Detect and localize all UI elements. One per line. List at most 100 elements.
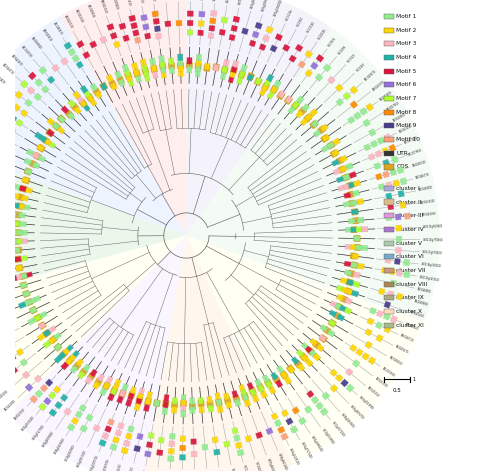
- Polygon shape: [110, 32, 118, 40]
- Polygon shape: [206, 396, 212, 403]
- FancyBboxPatch shape: [384, 200, 394, 205]
- Polygon shape: [335, 84, 344, 92]
- Polygon shape: [344, 270, 352, 276]
- Polygon shape: [346, 288, 354, 295]
- Polygon shape: [242, 394, 249, 402]
- Polygon shape: [68, 99, 76, 108]
- Polygon shape: [304, 50, 313, 58]
- Polygon shape: [390, 169, 397, 176]
- Polygon shape: [46, 118, 55, 126]
- Polygon shape: [168, 455, 174, 462]
- Polygon shape: [348, 116, 355, 124]
- Polygon shape: [375, 321, 383, 329]
- Polygon shape: [0, 106, 5, 114]
- Text: AT2G22840: AT2G22840: [4, 398, 18, 412]
- Polygon shape: [327, 329, 336, 337]
- Polygon shape: [108, 418, 114, 426]
- Polygon shape: [28, 72, 36, 80]
- Text: Os04g0658800: Os04g0658800: [42, 430, 56, 448]
- Polygon shape: [378, 183, 385, 190]
- Polygon shape: [190, 407, 196, 414]
- Polygon shape: [34, 132, 43, 140]
- Polygon shape: [304, 114, 312, 122]
- Polygon shape: [72, 55, 80, 62]
- Polygon shape: [276, 365, 284, 374]
- Polygon shape: [242, 28, 248, 35]
- Polygon shape: [187, 66, 192, 73]
- Polygon shape: [66, 111, 74, 118]
- Polygon shape: [259, 43, 266, 51]
- Text: AT5G15010: AT5G15010: [366, 386, 380, 398]
- Polygon shape: [277, 92, 284, 99]
- Polygon shape: [130, 22, 138, 29]
- Polygon shape: [354, 236, 360, 241]
- Polygon shape: [28, 317, 36, 325]
- Polygon shape: [5, 230, 12, 235]
- Text: Os10g0539900: Os10g0539900: [320, 428, 334, 446]
- Polygon shape: [48, 391, 56, 399]
- Polygon shape: [288, 55, 296, 63]
- Text: AT1G80670: AT1G80670: [52, 22, 62, 36]
- Text: cluster I: cluster I: [396, 186, 420, 191]
- Polygon shape: [356, 198, 364, 205]
- Polygon shape: [30, 161, 37, 168]
- Polygon shape: [16, 239, 22, 244]
- FancyBboxPatch shape: [384, 241, 394, 246]
- Polygon shape: [250, 388, 256, 396]
- Polygon shape: [144, 404, 150, 412]
- Polygon shape: [280, 433, 288, 440]
- Polygon shape: [135, 75, 142, 83]
- Polygon shape: [400, 178, 407, 185]
- Polygon shape: [350, 344, 357, 352]
- Polygon shape: [214, 392, 220, 400]
- Polygon shape: [305, 358, 314, 367]
- Polygon shape: [326, 141, 335, 149]
- Polygon shape: [336, 157, 344, 164]
- Polygon shape: [67, 112, 75, 120]
- Polygon shape: [386, 193, 392, 200]
- Text: AT1G29370: AT1G29370: [364, 69, 378, 82]
- Polygon shape: [170, 433, 175, 439]
- Polygon shape: [353, 272, 360, 278]
- Polygon shape: [336, 294, 344, 301]
- Polygon shape: [42, 341, 51, 349]
- Polygon shape: [181, 400, 186, 406]
- Polygon shape: [353, 218, 359, 224]
- Polygon shape: [64, 358, 72, 366]
- Polygon shape: [300, 118, 308, 126]
- Polygon shape: [38, 155, 46, 162]
- FancyBboxPatch shape: [384, 110, 394, 115]
- Polygon shape: [109, 81, 116, 88]
- Text: Os0116g330100: Os0116g330100: [421, 262, 442, 269]
- Polygon shape: [14, 256, 22, 262]
- Polygon shape: [376, 334, 384, 342]
- Text: Motif 7: Motif 7: [396, 96, 417, 101]
- Text: AT5G56710: AT5G56710: [400, 333, 415, 343]
- FancyBboxPatch shape: [384, 186, 394, 191]
- Polygon shape: [133, 69, 140, 76]
- FancyBboxPatch shape: [384, 69, 394, 74]
- Text: Os12g0172900: Os12g0172900: [330, 421, 345, 438]
- Wedge shape: [60, 0, 186, 236]
- Text: cluster X: cluster X: [396, 309, 422, 314]
- Polygon shape: [148, 432, 154, 439]
- Polygon shape: [14, 248, 20, 253]
- Polygon shape: [272, 375, 280, 383]
- Polygon shape: [292, 406, 300, 414]
- FancyBboxPatch shape: [384, 28, 394, 33]
- Polygon shape: [345, 368, 354, 376]
- Polygon shape: [97, 374, 105, 382]
- Polygon shape: [354, 112, 362, 120]
- Polygon shape: [345, 227, 352, 232]
- Polygon shape: [350, 244, 357, 250]
- Text: Os05g0518900: Os05g0518900: [358, 396, 374, 411]
- Text: UTR: UTR: [396, 151, 408, 156]
- Polygon shape: [118, 422, 124, 430]
- Polygon shape: [348, 270, 354, 277]
- Polygon shape: [48, 409, 57, 417]
- Polygon shape: [172, 406, 177, 413]
- Polygon shape: [54, 355, 62, 364]
- Polygon shape: [128, 15, 136, 22]
- Polygon shape: [328, 319, 336, 327]
- Polygon shape: [54, 333, 62, 340]
